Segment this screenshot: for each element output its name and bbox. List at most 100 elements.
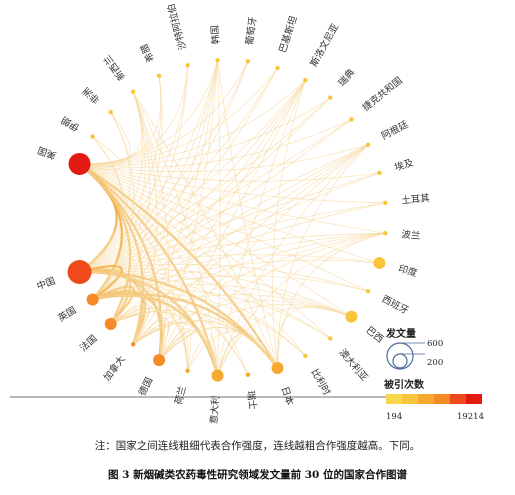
- cooperation-link: [79, 91, 144, 273]
- cooperation-link: [79, 163, 306, 357]
- country-node: [215, 58, 220, 63]
- legend-color-swatch: [402, 394, 418, 404]
- cooperation-link: [110, 79, 306, 325]
- cooperation-link: [79, 79, 306, 165]
- legend-color-min: 194: [386, 412, 402, 422]
- country-node: [275, 65, 280, 71]
- country-label: 瑞典: [336, 66, 358, 89]
- cooperation-link: [79, 67, 278, 273]
- country-node: [303, 78, 308, 83]
- cooperation-link: [92, 286, 135, 325]
- cooperation-link: [132, 317, 170, 361]
- cooperation-link: [187, 334, 218, 376]
- legend-color-scale: [386, 394, 482, 404]
- cooperation-link: [92, 294, 278, 369]
- cooperation-link: [79, 118, 352, 168]
- cooperation-link: [272, 80, 306, 369]
- country-label: 希腊: [138, 41, 157, 64]
- cooperation-link: [110, 232, 386, 325]
- legend-color-title: 被引次数: [384, 378, 425, 391]
- country-node: [383, 230, 388, 236]
- country-label: 荷兰: [172, 385, 188, 406]
- country-label: 新西兰: [101, 53, 128, 83]
- country-label: 埃及: [393, 157, 415, 174]
- country-label: 非洲: [80, 84, 102, 106]
- country-label: 西班牙: [380, 293, 411, 317]
- country-node: [104, 317, 117, 330]
- country-label: 斯洛文尼亚: [308, 21, 342, 69]
- cooperation-link: [79, 163, 218, 376]
- cooperation-link: [158, 327, 192, 371]
- country-label: 德国: [136, 375, 155, 397]
- country-node: [156, 73, 162, 79]
- cooperation-link: [217, 60, 278, 369]
- cooperation-link: [79, 163, 331, 339]
- country-node: [365, 288, 371, 294]
- country-label: 波兰: [401, 228, 421, 242]
- cooperation-link: [92, 111, 135, 300]
- cooperation-link: [79, 65, 189, 273]
- legend-color-swatch: [466, 394, 482, 404]
- country-node: [328, 95, 333, 100]
- country-node: [349, 117, 354, 122]
- country-label: 比利时: [308, 367, 333, 398]
- country-label: 日本: [279, 385, 297, 407]
- cooperation-link: [217, 306, 352, 376]
- cooperation-link: [110, 303, 150, 345]
- legend-color-swatch: [450, 394, 466, 404]
- country-label: 意大利: [208, 395, 222, 424]
- country-node: [365, 142, 371, 148]
- country-node: [67, 260, 92, 285]
- country-node: [245, 59, 251, 64]
- legend-color-swatch: [386, 394, 402, 404]
- cooperation-link: [187, 331, 278, 371]
- country-label: 瑞士: [245, 390, 259, 411]
- cooperation-link: [132, 322, 218, 376]
- cooperation-link: [158, 144, 369, 361]
- cooperation-link: [79, 61, 249, 273]
- cooperation-link: [79, 264, 123, 301]
- country-node: [211, 369, 224, 382]
- country-label: 巴基斯坦: [276, 14, 299, 54]
- cooperation-link: [79, 75, 162, 273]
- cooperation-link: [132, 300, 352, 345]
- country-label: 阿根廷: [379, 118, 410, 142]
- country-node: [153, 354, 166, 367]
- cooperation-link: [79, 163, 386, 234]
- country-node: [130, 342, 136, 347]
- cooperation-link: [79, 60, 218, 273]
- cooperation-link: [79, 91, 144, 166]
- country-label: 中国: [35, 275, 57, 293]
- country-label: 捷克共和国: [360, 75, 405, 114]
- country-node: [108, 109, 113, 115]
- cooperation-links: [78, 60, 386, 376]
- cooperation-link: [79, 61, 249, 165]
- cooperation-link: [110, 60, 218, 325]
- country-node: [130, 89, 136, 94]
- cooperation-link: [79, 163, 386, 204]
- country-label: 法国: [77, 332, 99, 354]
- country-node: [86, 293, 99, 306]
- cooperation-link: [92, 293, 163, 361]
- country-node: [345, 310, 358, 323]
- cooperation-link: [79, 67, 278, 165]
- country-node: [90, 134, 95, 139]
- legend: 发文量 600 200 被引次数 194 19214: [384, 327, 484, 422]
- country-label: 澳大利亚: [337, 347, 371, 384]
- country-label: 沙特阿拉伯: [165, 2, 189, 51]
- country-node: [303, 353, 308, 358]
- country-node: [185, 368, 190, 373]
- cooperation-link: [79, 144, 369, 173]
- legend-color-swatch: [418, 394, 434, 404]
- cooperation-link: [132, 91, 158, 345]
- country-node: [373, 257, 386, 270]
- legend-size-circle-large: [386, 342, 414, 370]
- country-label: 葡萄牙: [244, 16, 259, 46]
- cooperation-link: [79, 271, 218, 376]
- cooperation-link: [79, 97, 331, 273]
- cooperation-link: [110, 310, 189, 371]
- cooperation-link: [277, 232, 386, 369]
- cooperation-link: [92, 91, 146, 300]
- legend-color-swatch: [434, 394, 450, 404]
